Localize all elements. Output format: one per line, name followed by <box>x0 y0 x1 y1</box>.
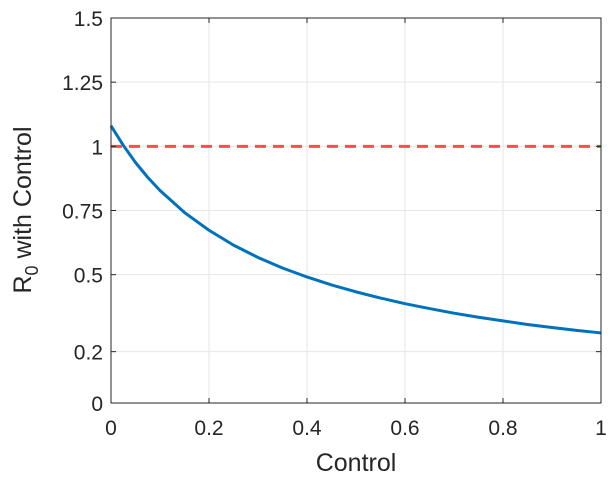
x-tick-label: 1 <box>595 417 607 440</box>
series-layer <box>109 125 602 335</box>
y-tick-label: 1.25 <box>62 72 103 95</box>
x-axis-label: Control <box>316 449 397 477</box>
x-tick-label: 0 <box>105 417 117 440</box>
y-axis-label-subscript: 0 <box>22 265 42 275</box>
ticks <box>110 17 602 404</box>
x-tick-label: 0.6 <box>390 417 419 440</box>
y-axis-label-main: R <box>9 275 37 293</box>
y-axis-label: R0 with Control <box>9 126 42 293</box>
y-tick-label: 1 <box>91 136 103 159</box>
y-tick-label: 0.2 <box>74 342 103 365</box>
x-tick-label: 0.2 <box>194 417 223 440</box>
x-tick-label: 0.8 <box>488 417 517 440</box>
tick-labels: 0 0.2 0.4 0.6 0.8 1 0 0.2 0.5 0.75 1 1.25 1.5 <box>62 8 607 440</box>
y-tick-label: 0.75 <box>62 201 103 224</box>
y-axis-label-suffix: with Control <box>9 126 37 265</box>
y-tick-label: 0 <box>91 393 103 416</box>
grid <box>110 17 602 404</box>
y-tick-label: 0.5 <box>74 265 103 288</box>
x-tick-label: 0.4 <box>292 417 322 440</box>
r0-curve <box>109 125 602 335</box>
y-tick-label: 1.5 <box>74 8 103 31</box>
